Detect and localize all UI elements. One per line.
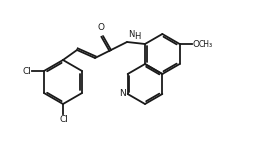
Text: CH₃: CH₃ xyxy=(198,40,212,48)
Text: Cl: Cl xyxy=(22,66,31,75)
Text: O: O xyxy=(97,23,104,32)
Text: N: N xyxy=(128,30,134,39)
Text: H: H xyxy=(133,32,140,41)
Text: Cl: Cl xyxy=(59,115,68,124)
Text: N: N xyxy=(118,89,125,99)
Text: O: O xyxy=(192,40,199,48)
